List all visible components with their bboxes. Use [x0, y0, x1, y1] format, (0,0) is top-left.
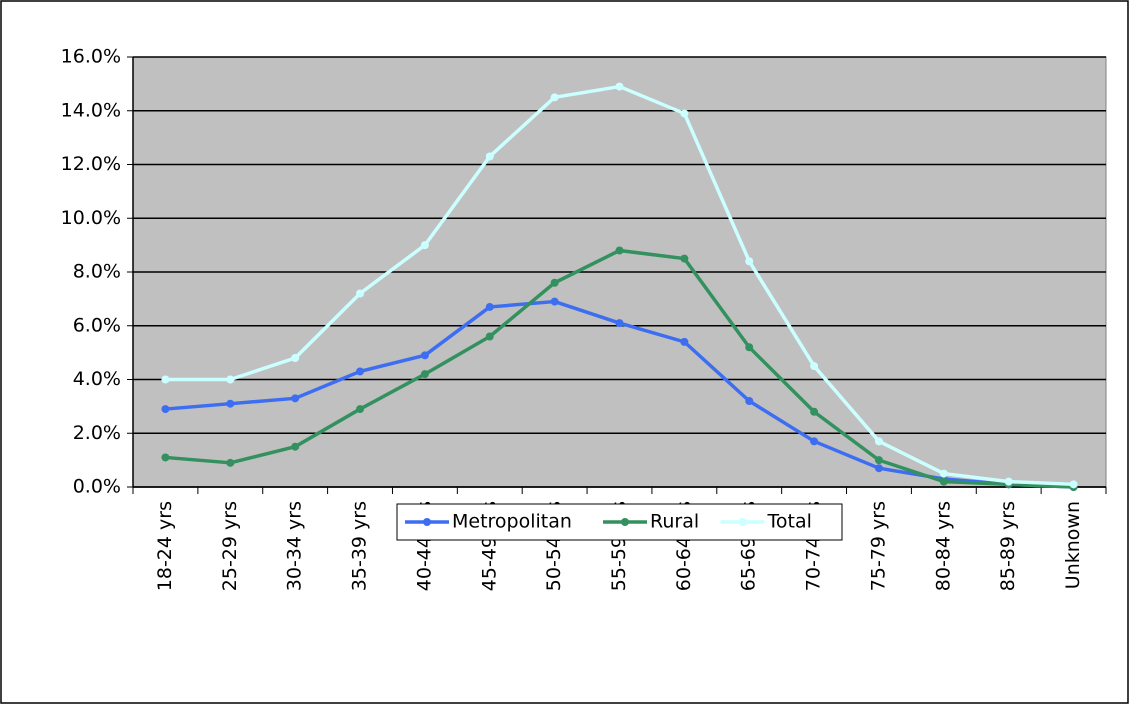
y-tick-label: 6.0% — [73, 314, 121, 336]
point — [420, 370, 429, 379]
point — [485, 302, 494, 311]
legend-label: Metropolitan — [452, 511, 572, 533]
point — [550, 93, 559, 102]
point — [550, 278, 559, 287]
point — [745, 343, 754, 352]
x-tick-label: 85-89 yrs — [997, 501, 1019, 591]
point — [680, 254, 689, 263]
y-tick-label: 0.0% — [73, 476, 121, 498]
point — [356, 367, 365, 376]
point — [939, 469, 948, 478]
point — [356, 289, 365, 298]
point — [161, 405, 170, 414]
point — [615, 82, 624, 91]
point — [420, 241, 429, 250]
point — [874, 456, 883, 465]
y-tick-label: 10.0% — [61, 207, 121, 229]
point — [874, 437, 883, 446]
x-tick-label: 30-34 yrs — [284, 501, 306, 591]
y-tick-label: 12.0% — [61, 153, 121, 175]
point — [161, 453, 170, 462]
x-tick-label: 75-79 yrs — [867, 501, 889, 591]
legend-marker — [423, 518, 431, 526]
point — [291, 442, 300, 451]
point — [745, 257, 754, 266]
point — [291, 354, 300, 362]
point — [680, 337, 689, 346]
legend-marker — [621, 518, 629, 526]
x-tick-label: Unknown — [1062, 501, 1084, 589]
legend: Metropolitan Rural Total — [396, 503, 843, 541]
point — [615, 319, 624, 328]
point — [420, 351, 429, 360]
point — [1069, 480, 1078, 489]
point — [291, 394, 300, 403]
point — [745, 397, 754, 405]
point — [680, 109, 689, 118]
point — [615, 246, 624, 255]
y-tick-label: 16.0% — [61, 46, 121, 68]
point — [550, 297, 559, 306]
legend-label: Rural — [650, 511, 699, 533]
point — [1004, 477, 1013, 486]
point — [356, 405, 365, 414]
point — [810, 362, 819, 371]
x-tick-label: 80-84 yrs — [932, 501, 954, 591]
x-tick-label: 35-39 yrs — [349, 501, 371, 591]
y-tick-label: 2.0% — [73, 422, 121, 444]
legend-label: Total — [767, 511, 812, 533]
point — [939, 477, 948, 486]
y-tick-label: 4.0% — [73, 368, 121, 390]
point — [226, 399, 235, 408]
point — [161, 375, 170, 384]
point — [810, 437, 819, 446]
point — [485, 332, 494, 341]
y-tick-label: 14.0% — [61, 99, 121, 121]
legend-marker — [738, 518, 747, 526]
x-tick-label: 25-29 yrs — [219, 501, 241, 591]
point — [226, 375, 235, 384]
x-tick-label: 18-24 yrs — [154, 501, 176, 591]
point — [874, 464, 883, 473]
point — [226, 458, 235, 467]
point — [485, 152, 494, 161]
y-tick-label: 8.0% — [73, 261, 121, 283]
point — [810, 407, 819, 416]
